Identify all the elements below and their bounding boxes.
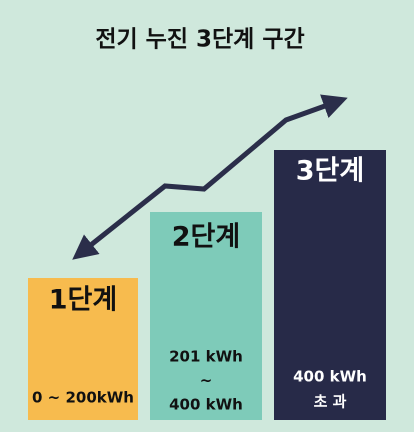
- tier-2-box: [150, 212, 262, 420]
- tier-range: 0 ~ 200kWh: [32, 389, 134, 407]
- tier-label: 1단계: [49, 285, 117, 316]
- tier-label: 2단계: [172, 222, 240, 253]
- tier-1-box: [28, 278, 138, 420]
- title: 전기 누진 3단계 구간: [95, 27, 304, 53]
- tier-range: 400 kWh: [293, 368, 367, 386]
- tier-3-box: [274, 150, 386, 420]
- tier-range: ~: [200, 372, 213, 390]
- tier-range: 400 kWh: [169, 396, 243, 414]
- tier-label: 3단계: [296, 156, 364, 187]
- tier-range: 201 kWh: [169, 348, 243, 366]
- trend-arrow: [72, 94, 348, 260]
- tier-range: 초 과: [314, 393, 347, 411]
